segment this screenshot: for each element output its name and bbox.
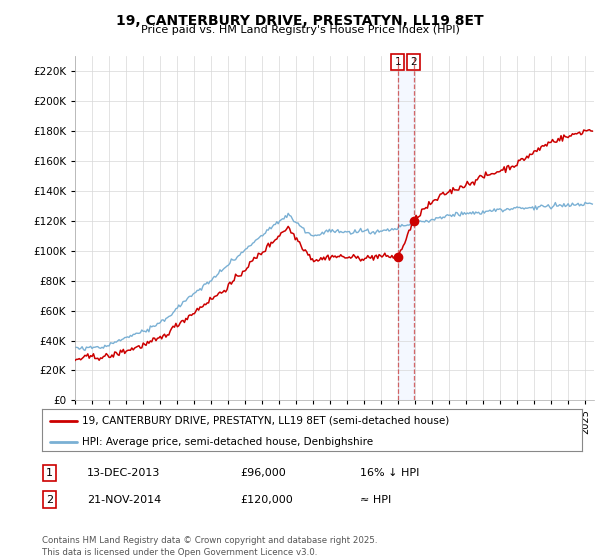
Text: Contains HM Land Registry data © Crown copyright and database right 2025.
This d: Contains HM Land Registry data © Crown c… — [42, 536, 377, 557]
Text: £96,000: £96,000 — [240, 468, 286, 478]
Bar — [398, 56, 413, 400]
Text: 13-DEC-2013: 13-DEC-2013 — [87, 468, 160, 478]
Text: 16% ↓ HPI: 16% ↓ HPI — [360, 468, 419, 478]
Text: 19, CANTERBURY DRIVE, PRESTATYN, LL19 8ET (semi-detached house): 19, CANTERBURY DRIVE, PRESTATYN, LL19 8E… — [83, 416, 450, 426]
Text: 1: 1 — [394, 57, 401, 67]
Text: HPI: Average price, semi-detached house, Denbighshire: HPI: Average price, semi-detached house,… — [83, 437, 374, 446]
Text: ≈ HPI: ≈ HPI — [360, 494, 391, 505]
Text: Price paid vs. HM Land Registry's House Price Index (HPI): Price paid vs. HM Land Registry's House … — [140, 25, 460, 35]
Text: 21-NOV-2014: 21-NOV-2014 — [87, 494, 161, 505]
Text: 2: 2 — [46, 494, 53, 505]
Text: 19, CANTERBURY DRIVE, PRESTATYN, LL19 8ET: 19, CANTERBURY DRIVE, PRESTATYN, LL19 8E… — [116, 14, 484, 28]
Text: 1: 1 — [46, 468, 53, 478]
Text: 2: 2 — [410, 57, 417, 67]
Text: £120,000: £120,000 — [240, 494, 293, 505]
